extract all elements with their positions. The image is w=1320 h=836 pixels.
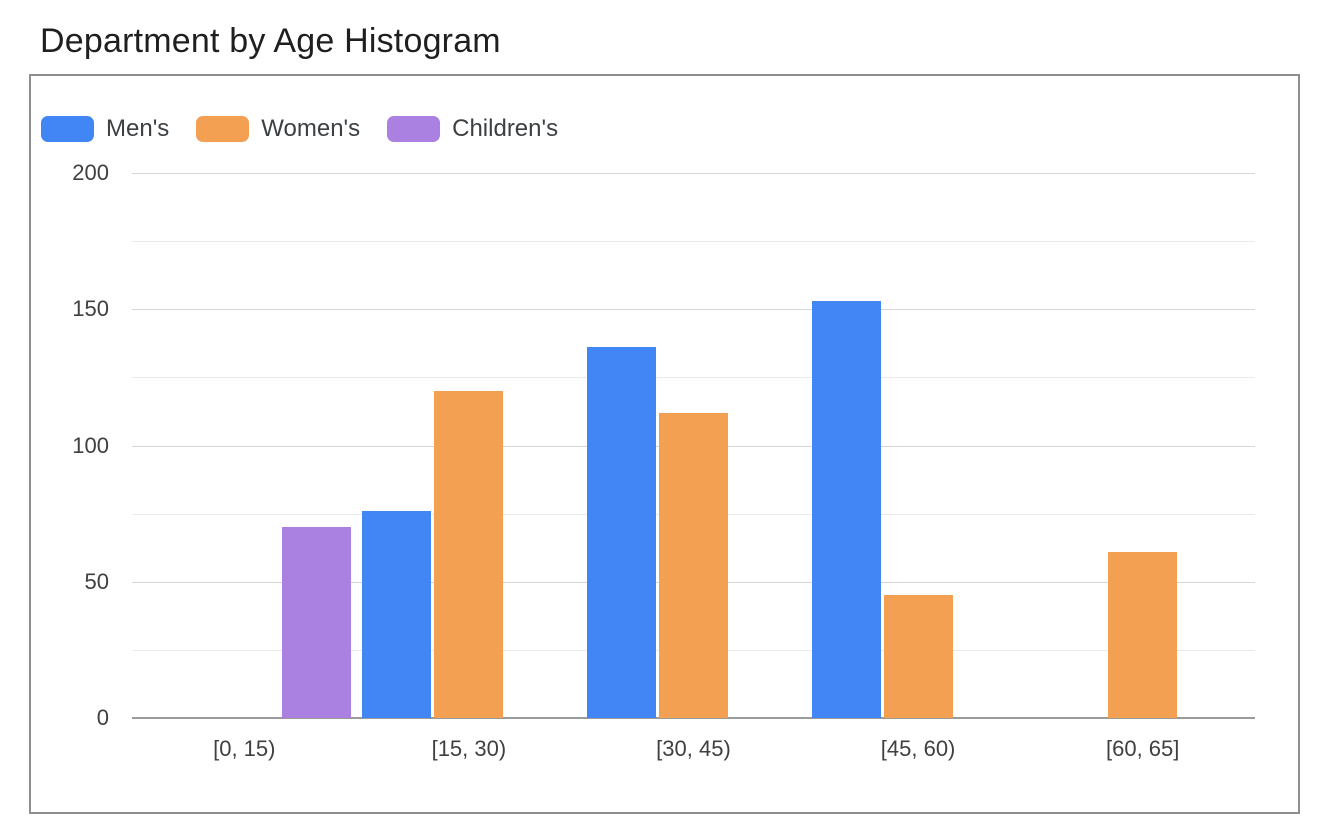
legend-label-women-s: Women's bbox=[261, 115, 361, 142]
legend-swatch-children-s bbox=[387, 116, 441, 142]
chart-panel: Men's Women's Children's 0 50 100 150 200 [0, … bbox=[29, 74, 1300, 814]
gridline-125 bbox=[132, 377, 1255, 379]
bar-children-s-0-15[interactable] bbox=[281, 527, 351, 718]
bar-men-s-30-45[interactable] bbox=[587, 347, 656, 718]
legend-item-children-s: Children's bbox=[387, 115, 558, 143]
y-tick-label-0: 0 bbox=[96, 705, 109, 730]
bar-women-s-30-45[interactable] bbox=[659, 412, 728, 718]
bar-men-s-45-60[interactable] bbox=[811, 301, 881, 718]
legend-label-men-s: Men's bbox=[106, 115, 170, 142]
bar-group-30-45 bbox=[587, 173, 800, 718]
x-axis-baseline bbox=[132, 717, 1255, 719]
gridline-150 bbox=[132, 309, 1255, 311]
legend-swatch-women-s bbox=[196, 116, 250, 142]
y-tick-label-100: 100 bbox=[72, 432, 109, 458]
chart-title: Department by Age Histogram bbox=[40, 22, 501, 60]
chart-legend: Men's Women's Children's bbox=[41, 115, 558, 143]
legend-label-children-s: Children's bbox=[452, 115, 559, 142]
plot-area bbox=[132, 173, 1255, 719]
x-tick-label-30-45: [30, 45) bbox=[656, 736, 731, 761]
bar-group-0-15 bbox=[138, 173, 351, 718]
legend-item-women-s: Women's bbox=[196, 115, 360, 143]
y-tick-label-200: 200 bbox=[72, 160, 109, 185]
y-tick-label-150: 150 bbox=[72, 296, 109, 322]
gridline-200 bbox=[132, 173, 1255, 174]
bars-layer bbox=[132, 173, 1255, 718]
bar-group-45-60 bbox=[811, 173, 1025, 718]
x-axis-labels: [0, 15) [15, 30) [30, 45) [45, 60) [60, 65] bbox=[132, 736, 1255, 766]
x-tick-label-60-65: [60, 65] bbox=[1105, 736, 1180, 761]
y-tick-label-50: 50 bbox=[84, 568, 109, 594]
y-axis-labels: 0 50 100 150 200 bbox=[31, 76, 109, 812]
x-tick-label-0-15: [0, 15) bbox=[213, 736, 276, 761]
x-tick-label-15-30: [15, 30) bbox=[431, 736, 507, 761]
bar-women-s-45-60[interactable] bbox=[883, 595, 953, 718]
legend-swatch-men-s bbox=[41, 116, 94, 142]
bar-women-s-15-30[interactable] bbox=[434, 391, 504, 718]
legend-item-men-s: Men's bbox=[41, 115, 169, 143]
bar-group-15-30 bbox=[362, 173, 575, 718]
bar-group-60-65 bbox=[1036, 173, 1249, 718]
bar-women-s-60-65[interactable] bbox=[1108, 551, 1178, 718]
bar-men-s-15-30[interactable] bbox=[362, 510, 432, 718]
x-tick-label-45-60: [45, 60) bbox=[880, 736, 956, 761]
gridline-175 bbox=[132, 241, 1255, 243]
